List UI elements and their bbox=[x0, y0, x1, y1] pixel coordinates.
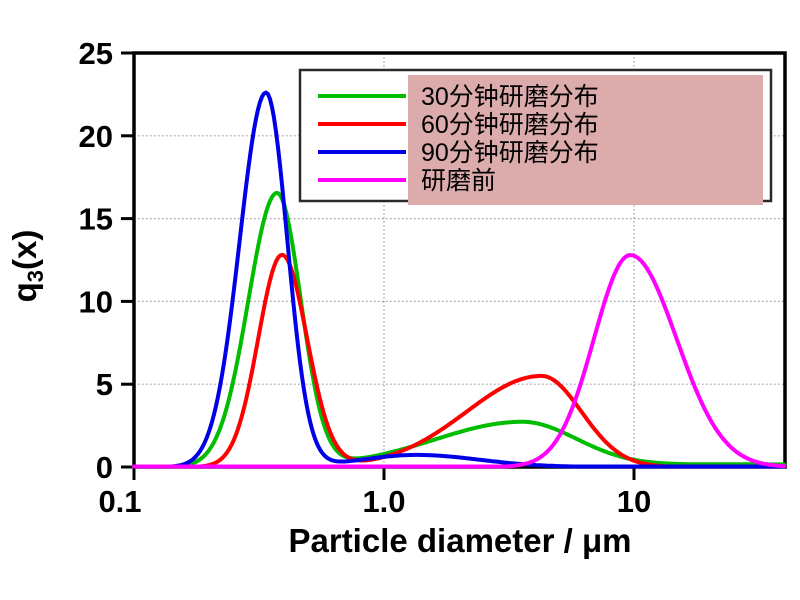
y-tick-label: 15 bbox=[79, 202, 113, 237]
x-axis-title: Particle diameter / μm bbox=[288, 522, 631, 559]
x-tick-label: 0.1 bbox=[98, 484, 141, 519]
y-tick-label: 0 bbox=[96, 450, 113, 485]
x-tick-label: 10 bbox=[617, 484, 651, 519]
y-tick-label: 5 bbox=[96, 367, 113, 402]
curve-90min-grind bbox=[132, 90, 786, 469]
curve-before-grind bbox=[132, 253, 786, 469]
legend-label-90min-grind: 90分钟研磨分布 bbox=[421, 139, 599, 167]
legend-label-60min-grind: 60分钟研磨分布 bbox=[421, 111, 599, 139]
legend-label-30min-grind: 30分钟研磨分布 bbox=[421, 83, 599, 111]
curve-30min-grind bbox=[132, 191, 786, 469]
x-tick-label: 1.0 bbox=[362, 484, 405, 519]
y-tick-label: 10 bbox=[79, 284, 113, 319]
legend-label-before-grind: 研磨前 bbox=[421, 167, 496, 195]
y-tick-label: 25 bbox=[79, 36, 113, 71]
y-tick-label: 20 bbox=[79, 119, 113, 154]
y-axis-title: q3(x) bbox=[6, 230, 48, 303]
legend-highlight bbox=[408, 75, 763, 205]
